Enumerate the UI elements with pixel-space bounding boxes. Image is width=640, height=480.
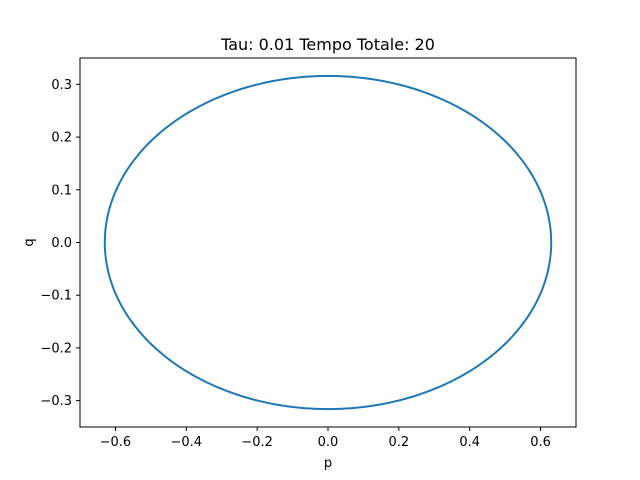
x-tick-label: 0.6 — [530, 435, 551, 450]
x-tick-label: 0.4 — [459, 435, 480, 450]
series-line-0 — [103, 74, 553, 411]
x-tick-label: −0.4 — [170, 435, 202, 450]
x-tick-label: −0.6 — [100, 435, 132, 450]
y-axis: −0.3 −0.2 −0.1 0.0 0.1 0.2 0.3 — [40, 78, 80, 409]
x-tick-label: 0.0 — [318, 435, 339, 450]
y-tick-label: 0.2 — [51, 131, 72, 146]
y-tick-label: 0.3 — [51, 78, 72, 93]
x-tick-label: −0.2 — [241, 435, 273, 450]
chart-title: Tau: 0.01 Tempo Totale: 20 — [220, 35, 435, 54]
y-axis-title: q — [22, 238, 37, 246]
y-tick-label: 0.1 — [51, 183, 72, 198]
series-layer — [103, 74, 553, 411]
axes-frame — [79, 57, 577, 428]
x-axis: −0.6 −0.4 −0.2 0.0 0.2 0.4 0.6 — [100, 427, 551, 450]
y-tick-label: −0.3 — [40, 394, 72, 409]
x-axis-title: p — [324, 456, 332, 471]
x-tick-label: 0.2 — [389, 435, 410, 450]
y-tick-label: −0.2 — [40, 341, 72, 356]
y-tick-label: −0.1 — [40, 289, 72, 304]
y-tick-label: 0.0 — [51, 236, 72, 251]
